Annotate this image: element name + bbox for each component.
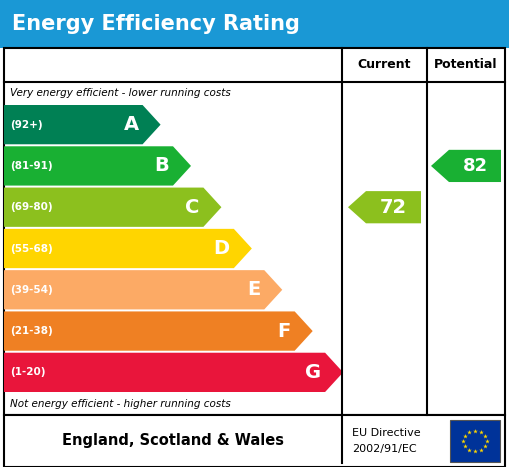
Text: (1-20): (1-20) bbox=[10, 368, 45, 377]
Text: Current: Current bbox=[358, 58, 411, 71]
Polygon shape bbox=[4, 311, 313, 351]
Text: England, Scotland & Wales: England, Scotland & Wales bbox=[62, 433, 284, 448]
Text: Potential: Potential bbox=[434, 58, 498, 71]
Text: F: F bbox=[277, 322, 291, 340]
Text: 2002/91/EC: 2002/91/EC bbox=[352, 444, 417, 454]
Text: E: E bbox=[247, 280, 260, 299]
Text: D: D bbox=[214, 239, 230, 258]
Text: Energy Efficiency Rating: Energy Efficiency Rating bbox=[12, 14, 300, 34]
Polygon shape bbox=[4, 353, 343, 392]
Text: 72: 72 bbox=[380, 198, 407, 217]
Polygon shape bbox=[348, 191, 421, 223]
Bar bbox=[4, 415, 505, 467]
Polygon shape bbox=[4, 270, 282, 310]
Text: (39-54): (39-54) bbox=[10, 285, 53, 295]
Polygon shape bbox=[431, 150, 501, 182]
Text: C: C bbox=[185, 198, 200, 217]
Bar bbox=[4, 48, 505, 415]
Text: 82: 82 bbox=[463, 157, 488, 175]
Text: Very energy efficient - lower running costs: Very energy efficient - lower running co… bbox=[10, 88, 231, 98]
Text: (55-68): (55-68) bbox=[10, 243, 53, 254]
Polygon shape bbox=[4, 146, 191, 185]
Text: A: A bbox=[124, 115, 138, 134]
Text: EU Directive: EU Directive bbox=[352, 428, 420, 438]
Text: B: B bbox=[154, 156, 169, 176]
Text: G: G bbox=[305, 363, 321, 382]
Polygon shape bbox=[4, 105, 160, 144]
Text: Not energy efficient - higher running costs: Not energy efficient - higher running co… bbox=[10, 399, 231, 409]
Bar bbox=[0, 0, 509, 48]
Text: (69-80): (69-80) bbox=[10, 202, 52, 212]
Text: (81-91): (81-91) bbox=[10, 161, 52, 171]
Text: (21-38): (21-38) bbox=[10, 326, 53, 336]
Text: (92+): (92+) bbox=[10, 120, 43, 130]
Bar bbox=[450, 420, 500, 462]
Polygon shape bbox=[4, 229, 252, 268]
Polygon shape bbox=[4, 188, 221, 227]
